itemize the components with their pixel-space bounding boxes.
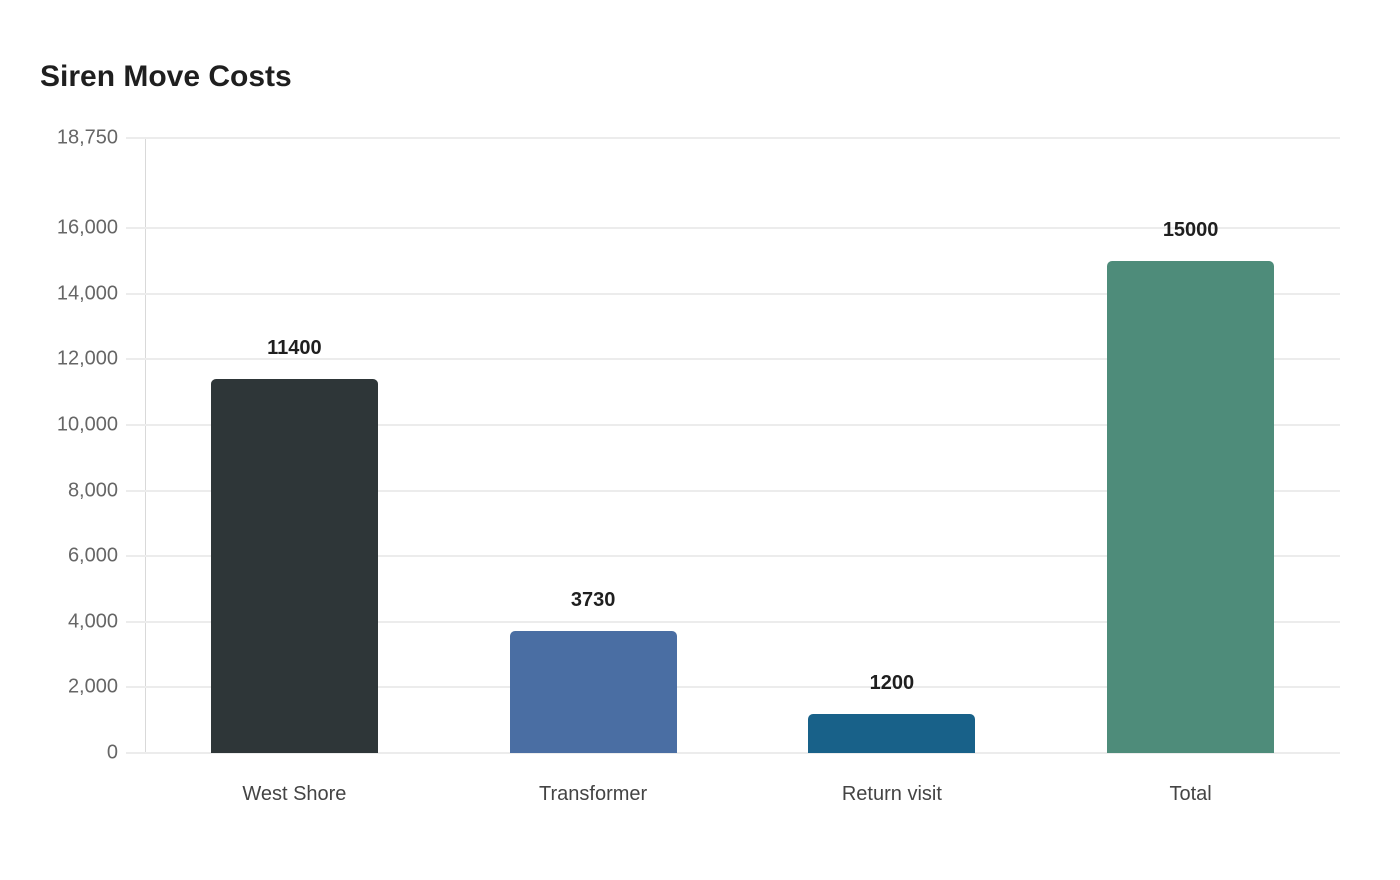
x-tick-label: Total [1169,783,1212,805]
x-tick-label: Return visit [841,783,942,805]
gridline [126,137,1340,139]
y-tick-label: 0 [106,741,118,764]
bar-value-label: 3730 [570,588,616,611]
gridline [126,489,1340,492]
y-tick-label: 18,750 [56,126,118,149]
gridline [126,358,1340,361]
y-tick-label: 6,000 [67,544,118,567]
bar-west-shore[interactable] [210,379,378,753]
bar-value-label: 11400 [267,337,322,360]
y-tick-label: 4,000 [67,610,118,633]
bar-transformer[interactable] [509,630,677,753]
x-tick-label: Transformer [539,783,648,805]
gridline [126,227,1340,230]
y-tick-label: 12,000 [56,347,118,370]
x-tick-label: West Shore [242,783,347,805]
gridline [126,752,1340,754]
gridline [126,686,1340,689]
gridline [126,620,1340,623]
bar-total[interactable] [1107,261,1275,753]
y-tick-label: 2,000 [67,675,118,698]
y-tick-label: 8,000 [67,479,118,502]
bar-return-visit[interactable] [808,713,976,753]
y-tick-label: 16,000 [56,216,118,239]
bar-value-label: 1200 [869,671,915,694]
gridline [126,292,1340,295]
gridline [126,555,1340,558]
y-tick-label: 14,000 [56,282,118,305]
y-axis-line [145,138,146,753]
bar-value-label: 15000 [1162,219,1219,241]
y-tick-label: 10,000 [56,413,118,436]
gridline [126,424,1340,426]
chart-title: Siren Move Costs [40,60,292,93]
